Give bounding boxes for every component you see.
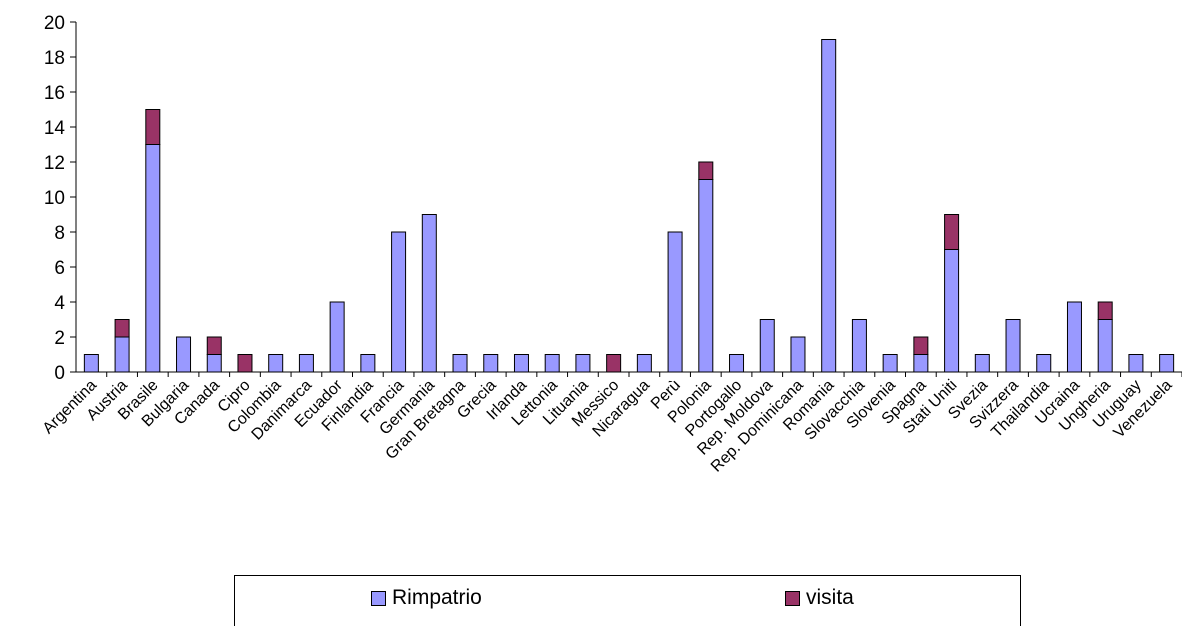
y-tick-label: 12 [44,153,65,174]
bar-rimpatrio-stati-uniti [944,249,960,373]
bar-rimpatrio-francia [391,231,407,373]
bar-rimpatrio-ucraina [1066,301,1082,373]
bar-rimpatrio-rep-dominicana [790,336,806,373]
x-axis: ArgentinaAustriaBrasileBulgariaCanadaCip… [40,371,1182,476]
bar-rimpatrio-finlandia [360,354,376,373]
bar-visita-stati-uniti [944,214,960,250]
legend-item-rimpatrio: Rimpatrio [371,586,482,610]
bar-rimpatrio-germania [421,214,437,373]
bar-rimpatrio-per- [667,231,683,373]
bar-rimpatrio-ungheria [1097,319,1113,373]
y-tick-label: 14 [44,118,66,139]
bar-rimpatrio-portogallo [729,354,745,373]
bar-visita-messico [606,354,622,373]
y-tick-label: 16 [44,83,65,104]
bar-rimpatrio-rep-moldova [759,319,775,373]
bar-rimpatrio-colombia [268,354,284,373]
bar-rimpatrio-bulgaria [176,336,192,373]
legend-item-visita: visita [785,586,854,610]
y-axis: 0 2 4 6 8 10 12 14 16 18 20 [44,13,77,384]
bar-rimpatrio-venezuela [1159,354,1175,373]
bar-rimpatrio-thailandia [1036,354,1052,373]
y-tick-label: 0 [54,363,65,384]
y-tick-label: 4 [54,293,65,314]
bar-rimpatrio-argentina [83,354,99,373]
bar-rimpatrio-danimarca [298,354,314,373]
legend-swatch-visita [785,590,800,606]
bar-rimpatrio-svizzera [1005,319,1021,373]
bar-rimpatrio-grecia [483,354,499,373]
bar-visita-spagna [913,336,929,355]
stacked-bar-chart: 0 2 4 6 8 10 12 14 16 18 20 ArgentinaAustriaBrasil… [40,13,1182,476]
bar-rimpatrio-gran-bretagna [452,354,468,373]
bar-rimpatrio-slovenia [882,354,898,373]
bar-rimpatrio-uruguay [1128,354,1144,373]
bars [83,39,1175,373]
bar-visita-ungheria [1097,301,1113,320]
bar-visita-austria [114,319,130,338]
y-tick-label: 2 [54,328,65,349]
legend: Rimpatrio visita [234,575,1021,626]
legend-label-rimpatrio: Rimpatrio [392,586,482,609]
bar-rimpatrio-brasile [145,144,161,373]
bar-rimpatrio-lettonia [544,354,560,373]
y-tick-label: 10 [44,188,65,209]
bar-rimpatrio-nicaragua [636,354,652,373]
bar-rimpatrio-slovacchia [851,319,867,373]
bar-rimpatrio-ecuador [329,301,345,373]
bar-rimpatrio-polonia [698,179,714,373]
bar-visita-canada [206,336,222,355]
legend-swatch-rimpatrio [371,590,386,606]
bar-rimpatrio-svezia [974,354,990,373]
bar-visita-polonia [698,161,714,180]
bar-rimpatrio-romania [821,39,837,373]
y-tick-label: 8 [54,223,65,244]
y-tick-label: 20 [44,13,65,34]
y-tick-label: 6 [54,258,65,279]
bar-rimpatrio-lituania [575,354,591,373]
bar-visita-cipro [237,354,253,373]
bar-visita-brasile [145,109,161,145]
bar-rimpatrio-irlanda [513,354,529,373]
legend-label-visita: visita [806,586,854,609]
bar-rimpatrio-canada [206,354,222,373]
bar-rimpatrio-austria [114,336,130,373]
y-tick-label: 18 [44,48,65,69]
bar-rimpatrio-spagna [913,354,929,373]
